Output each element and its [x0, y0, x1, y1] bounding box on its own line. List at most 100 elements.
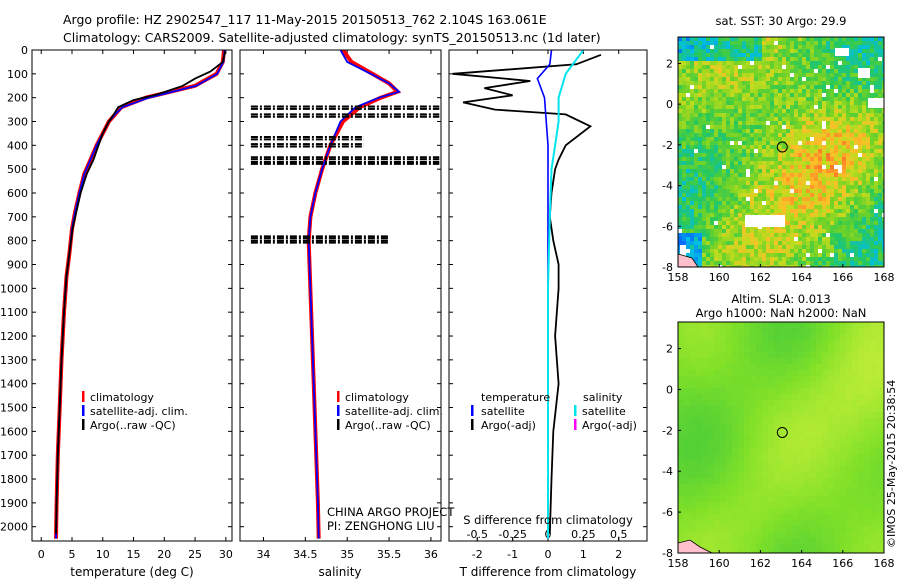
- sst-cell: [870, 89, 874, 93]
- sst-cell: [726, 221, 730, 225]
- sla-cell: [810, 394, 816, 400]
- sst-cell: [798, 97, 802, 101]
- sst-cell: [838, 221, 842, 225]
- sst-cell: [854, 49, 858, 53]
- sst-cell: [798, 49, 802, 53]
- sla-cell: [858, 496, 864, 502]
- sst-cell: [822, 89, 826, 93]
- sst-cell: [786, 201, 790, 205]
- longitude-tick-label: 168: [874, 557, 895, 570]
- imos-credit: ©IMOS 25-May-2015 20:38:54: [885, 380, 898, 548]
- sst-cell: [682, 185, 686, 189]
- sla-cell: [834, 472, 840, 478]
- sst-cell: [814, 93, 818, 97]
- sst-cell: [818, 65, 822, 69]
- sst-cell: [734, 241, 738, 245]
- sst-cell: [770, 109, 774, 113]
- sst-cell: [750, 169, 754, 173]
- sst-cell: [806, 229, 810, 233]
- sst-cell: [706, 149, 710, 153]
- sst-cell: [782, 209, 786, 213]
- sst-cell: [758, 121, 762, 125]
- sst-cell: [778, 153, 782, 157]
- sst-cell: [722, 121, 726, 125]
- sla-cell: [822, 334, 828, 340]
- sla-cell: [816, 538, 822, 544]
- sst-cell: [846, 237, 850, 241]
- sst-cell: [842, 157, 846, 161]
- sst-cell: [814, 145, 818, 149]
- sst-cell: [686, 233, 690, 237]
- sla-cell: [720, 334, 726, 340]
- sst-cell: [830, 37, 834, 41]
- sla-cell: [702, 352, 708, 358]
- sst-cell: [806, 157, 810, 161]
- sst-cell: [858, 45, 862, 49]
- sst-cell: [742, 77, 746, 81]
- sst-cell: [698, 209, 702, 213]
- sst-cell: [862, 129, 866, 133]
- sla-cell: [816, 526, 822, 532]
- sst-cell: [782, 137, 786, 141]
- sst-cell: [874, 145, 878, 149]
- sst-cell: [770, 61, 774, 65]
- sla-cell: [702, 466, 708, 472]
- sst-cell: [686, 53, 690, 57]
- sst-cell: [694, 165, 698, 169]
- sst-cell: [834, 157, 838, 161]
- sla-cell: [858, 508, 864, 514]
- sst-cell: [766, 121, 770, 125]
- sla-cell: [720, 406, 726, 412]
- sst-cell: [850, 253, 854, 257]
- sst-cell: [838, 89, 842, 93]
- sst-cell: [770, 169, 774, 173]
- sla-cell: [768, 472, 774, 478]
- sst-cell: [782, 125, 786, 129]
- sla-cell: [822, 388, 828, 394]
- sla-cell: [846, 370, 852, 376]
- sst-cell: [838, 241, 842, 245]
- sst-cell: [686, 77, 690, 81]
- sla-cell: [840, 406, 846, 412]
- sst-cell: [842, 177, 846, 181]
- sst-cell: [850, 89, 854, 93]
- sla-cell: [762, 454, 768, 460]
- sst-cell: [858, 221, 862, 225]
- sst-cell: [802, 261, 806, 265]
- sst-cell: [746, 169, 750, 173]
- sst-cell: [818, 61, 822, 65]
- sla-cell: [774, 346, 780, 352]
- sst-cell: [870, 233, 874, 237]
- sst-cell: [690, 53, 694, 57]
- sla-cell: [798, 448, 804, 454]
- sla-cell: [876, 484, 882, 490]
- sla-cell: [690, 352, 696, 358]
- sst-cell: [846, 213, 850, 217]
- sst-cell: [786, 61, 790, 65]
- sst-cell: [730, 253, 734, 257]
- sst-cell: [838, 105, 842, 109]
- sst-cell: [786, 229, 790, 233]
- latitude-tick-label: 0: [666, 98, 673, 111]
- sst-cell: [726, 261, 730, 265]
- sla-cell: [810, 472, 816, 478]
- sla-cell: [708, 454, 714, 460]
- sla-cell: [696, 490, 702, 496]
- sst-cell: [822, 45, 826, 49]
- sst-cell: [758, 113, 762, 117]
- sst-cell: [814, 209, 818, 213]
- sla-cell: [750, 322, 756, 328]
- sla-cell: [852, 400, 858, 406]
- sst-cell: [682, 97, 686, 101]
- sst-cell: [818, 217, 822, 221]
- sst-cell: [806, 129, 810, 133]
- sst-cell: [738, 157, 742, 161]
- sst-cell: [822, 237, 826, 241]
- sla-cell: [756, 382, 762, 388]
- sst-cell: [806, 233, 810, 237]
- sst-cell: [794, 241, 798, 245]
- sst-cell: [798, 73, 802, 77]
- sla-cell: [678, 376, 684, 382]
- depth-tick-label: 100: [7, 68, 28, 81]
- sst-cell: [854, 261, 858, 265]
